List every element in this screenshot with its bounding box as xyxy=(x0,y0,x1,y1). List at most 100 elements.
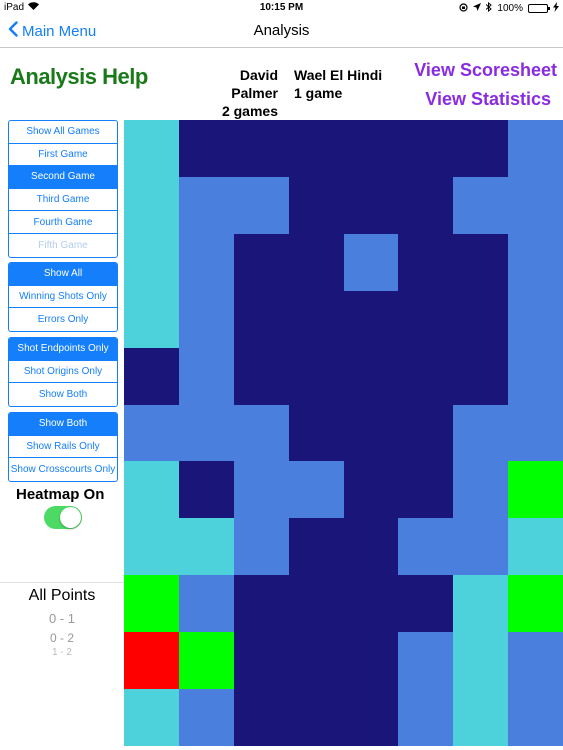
heatmap-cell xyxy=(508,290,563,348)
heatmap-cell xyxy=(343,632,399,690)
endpoint-segmented-control: Shot Endpoints Only Shot Origins Only Sh… xyxy=(8,337,118,407)
heatmap-cell xyxy=(178,290,234,348)
clock: 10:15 PM xyxy=(259,2,304,13)
heatmap-cell xyxy=(453,461,509,519)
heatmap-cell xyxy=(178,461,234,519)
heatmap-cell xyxy=(124,347,179,405)
heatmap-cell xyxy=(398,120,454,177)
heatmap-cell xyxy=(343,689,399,746)
player-2-games: 1 game xyxy=(294,85,343,101)
view-statistics-link[interactable]: View Statistics xyxy=(425,89,551,109)
picker-selected-value[interactable]: All Points xyxy=(28,587,96,604)
filter-winning-shots-only[interactable]: Winning Shots Only xyxy=(9,286,117,309)
status-bar: iPad 10:15 PM 100% xyxy=(0,0,563,16)
heatmap-cell xyxy=(124,120,179,177)
picker-option[interactable]: 0 - 2 xyxy=(49,631,74,645)
filter-shot-origins-only[interactable]: Shot Origins Only xyxy=(9,361,117,384)
view-scoresheet-link[interactable]: View Scoresheet xyxy=(414,60,557,80)
player-2-name: Wael El Hindi xyxy=(294,67,383,83)
heatmap-cell xyxy=(178,347,234,405)
filter-show-rails-only[interactable]: Show Rails Only xyxy=(9,436,117,459)
heatmap-cell xyxy=(508,689,563,746)
heatmap-cell xyxy=(508,120,563,177)
heatmap-cell xyxy=(288,518,344,576)
heatmap-cell xyxy=(288,233,344,291)
filter-fifth-game: Fifth Game xyxy=(38,239,88,251)
page-title: Analysis xyxy=(253,22,310,39)
heatmap-cell xyxy=(233,120,289,177)
filter-second-game[interactable]: Second Game xyxy=(9,166,117,189)
filter-errors-only[interactable]: Errors Only xyxy=(37,313,89,325)
orientation-lock-icon xyxy=(459,2,469,15)
filter-show-both-endpoints[interactable]: Show Both xyxy=(38,388,88,400)
heatmap-cell xyxy=(124,461,179,519)
heatmap-cell xyxy=(398,575,454,633)
heatmap-cell xyxy=(398,689,454,746)
heatmap-cell xyxy=(233,290,289,348)
heatmap-cell xyxy=(453,632,509,690)
heatmap-cell xyxy=(343,290,399,348)
heatmap-cell xyxy=(343,347,399,405)
heatmap-cell xyxy=(233,461,289,519)
heatmap-toggle-label: Heatmap On xyxy=(16,486,105,503)
heatmap-cell xyxy=(288,575,344,633)
filter-show-all-shots[interactable]: Show All xyxy=(9,263,117,286)
heatmap-cell xyxy=(398,176,454,234)
wifi-icon xyxy=(28,2,40,13)
heatmap-cell xyxy=(178,632,234,690)
filter-shot-endpoints-only[interactable]: Shot Endpoints Only xyxy=(9,338,117,361)
player-1-games: 2 games xyxy=(221,103,278,119)
filter-first-game[interactable]: First Game xyxy=(9,144,117,167)
heatmap-cell xyxy=(398,632,454,690)
heatmap-cell xyxy=(453,290,509,348)
heatmap-cell xyxy=(233,518,289,576)
heatmap-cell xyxy=(508,347,563,405)
direction-segmented-control: Show Both Show Rails Only Show Crosscour… xyxy=(8,412,118,482)
points-picker[interactable]: All Points 0 - 1 0 - 2 1 - 2 xyxy=(0,582,124,660)
location-icon xyxy=(473,3,482,14)
heatmap-cell xyxy=(453,233,509,291)
picker-option[interactable]: 0 - 1 xyxy=(48,611,75,626)
game-filter-segmented-control: Show All Games First Game Second Game Th… xyxy=(8,120,118,258)
heatmap-cell xyxy=(343,120,399,177)
heatmap-cell xyxy=(178,176,234,234)
navigation-bar: Main Menu Analysis xyxy=(0,16,563,48)
heatmap-cell xyxy=(178,404,234,462)
heatmap-cell xyxy=(453,575,509,633)
heatmap-cell xyxy=(343,233,399,291)
heatmap-cell xyxy=(343,176,399,234)
heatmap-cell xyxy=(508,575,563,633)
player-1-name: David Palmer xyxy=(231,67,278,101)
heatmap-cell xyxy=(398,461,454,519)
battery-percent: 100% xyxy=(497,3,523,14)
heatmap-cell xyxy=(398,233,454,291)
heatmap-cell xyxy=(398,404,454,462)
picker-option[interactable]: 1 - 2 xyxy=(51,647,72,658)
heatmap-cell xyxy=(343,575,399,633)
heatmap-cell xyxy=(453,689,509,746)
heatmap-cell xyxy=(288,290,344,348)
heatmap-cell xyxy=(233,632,289,690)
heatmap-cell xyxy=(124,290,179,348)
filter-show-crosscourts-only[interactable]: Show Crosscourts Only xyxy=(10,463,116,475)
heatmap-cell xyxy=(124,233,179,291)
filter-show-both-directions[interactable]: Show Both xyxy=(9,413,117,436)
filter-fourth-game[interactable]: Fourth Game xyxy=(9,211,117,234)
heatmap-cell xyxy=(233,233,289,291)
heatmap-cell xyxy=(233,689,289,746)
heatmap-cell xyxy=(288,120,344,177)
heatmap-cell xyxy=(508,176,563,234)
main-menu-back-button[interactable]: Main Menu xyxy=(8,21,96,41)
heatmap-cell xyxy=(453,347,509,405)
heatmap-cell xyxy=(508,518,563,576)
filter-show-all-games[interactable]: Show All Games xyxy=(9,121,117,144)
heatmap-cell xyxy=(178,120,234,177)
heatmap-cell xyxy=(288,176,344,234)
filter-third-game[interactable]: Third Game xyxy=(9,189,117,212)
heatmap-cell xyxy=(288,404,344,462)
analysis-help-link[interactable]: Analysis Help xyxy=(10,64,148,89)
status-right: 100% xyxy=(459,1,559,15)
heatmap-toggle-switch[interactable] xyxy=(44,506,82,529)
heatmap-cell xyxy=(124,404,179,462)
charging-icon xyxy=(553,2,559,15)
